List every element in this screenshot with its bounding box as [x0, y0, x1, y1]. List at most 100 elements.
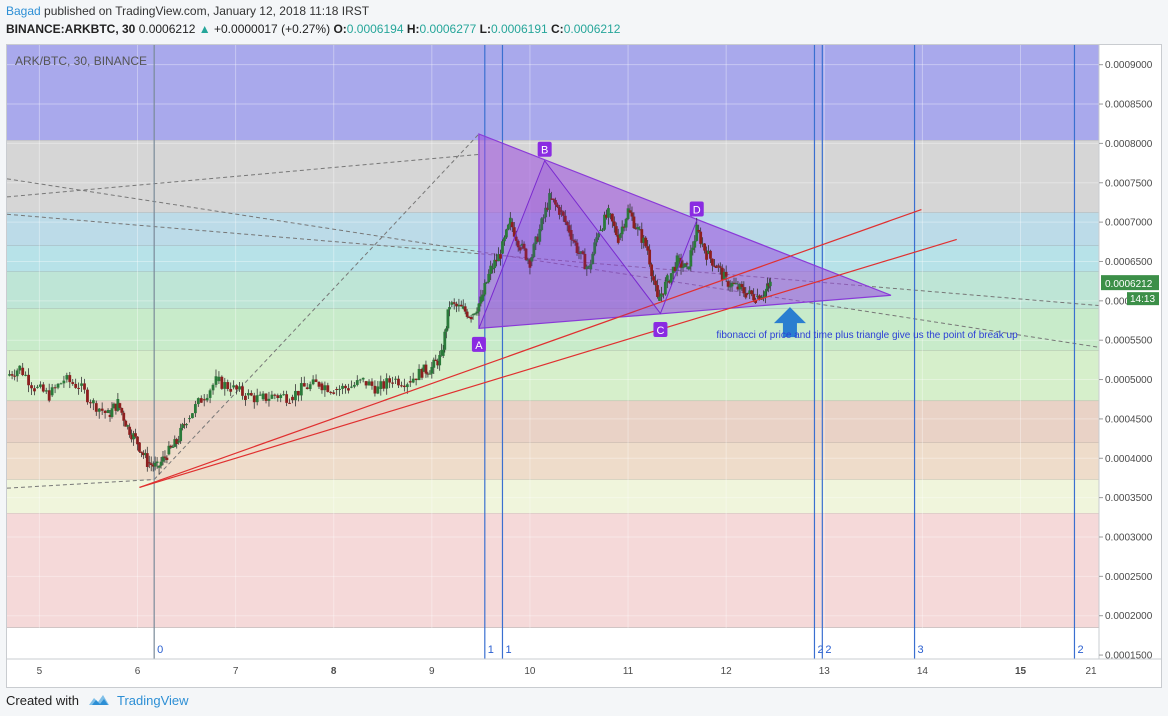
candle-body: [648, 249, 652, 265]
candle-body: [332, 392, 336, 394]
candle-body: [595, 237, 599, 243]
candle-body: [677, 257, 681, 262]
candle-body: [440, 350, 444, 356]
candle-body: [612, 221, 616, 227]
candle-body: [530, 256, 534, 262]
candle-body: [457, 304, 461, 307]
candle-body: [718, 266, 722, 268]
candle-body: [430, 366, 434, 374]
candle-body: [226, 382, 230, 389]
candle-body: [579, 251, 583, 254]
candle-body: [41, 384, 45, 392]
candle-body: [524, 248, 528, 260]
candle-body: [126, 425, 130, 427]
candle-body: [165, 457, 169, 460]
candle-body: [726, 281, 730, 287]
candle-body: [730, 282, 734, 287]
candle-body: [661, 293, 665, 295]
candle-body: [344, 385, 347, 389]
dashed-trend-line: [7, 479, 155, 489]
tradingview-logo-icon: [88, 695, 109, 705]
fib-time-label: 2: [825, 644, 831, 656]
candle-body: [132, 433, 135, 440]
candle-body: [422, 364, 426, 372]
price-tick-label: 0.0002500: [1105, 572, 1153, 583]
fib-zone-10: [7, 513, 1099, 628]
candle-body: [465, 311, 469, 317]
created-with-text: Created with: [6, 692, 79, 708]
candle-body: [74, 383, 78, 388]
candle-body: [305, 387, 309, 390]
candle-body: [370, 381, 374, 386]
candle-body: [599, 229, 602, 231]
candle-body: [211, 384, 215, 391]
candle-body: [685, 263, 689, 265]
time-axis-bg: [7, 659, 1099, 687]
candle-body: [646, 246, 650, 251]
candle-body: [296, 390, 300, 396]
candle-body: [532, 244, 536, 257]
candle-body: [83, 383, 86, 390]
footer: Created with TradingView: [6, 690, 189, 710]
candle-body: [624, 218, 628, 228]
candle-body: [493, 259, 497, 269]
candle-body: [116, 399, 120, 411]
tradingview-link[interactable]: TradingView: [87, 693, 189, 708]
candle-body: [193, 404, 197, 414]
annotation-text: fibonacci of price and time plus triangl…: [716, 330, 1018, 341]
candle-body: [630, 212, 634, 217]
candle-body: [394, 378, 397, 380]
fib-zone-7: [7, 400, 1099, 443]
candle-body: [561, 211, 565, 216]
candle-body: [140, 451, 143, 453]
candle-body: [441, 349, 445, 356]
candle-body: [673, 266, 677, 272]
time-tick-label: 12: [721, 666, 733, 677]
candle-body: [199, 398, 203, 403]
candle-body: [367, 381, 371, 386]
candle-body: [320, 383, 324, 391]
candle-body: [608, 213, 612, 215]
countdown-tag: [1127, 292, 1159, 306]
candle-body: [335, 388, 339, 390]
candle-body: [314, 379, 318, 382]
candle-body: [428, 373, 432, 375]
fib-time-label: 2: [817, 644, 823, 656]
author-link[interactable]: Bagad: [6, 4, 41, 18]
candle-body: [71, 382, 75, 384]
time-tick-label: 21: [1085, 666, 1097, 677]
candle-body: [288, 402, 291, 404]
candle-body: [768, 281, 772, 287]
candle-body: [261, 393, 265, 400]
candle-body: [691, 247, 695, 251]
price-tick-label: 0.0009000: [1105, 60, 1153, 71]
point-label-bg: [689, 201, 704, 217]
candle-body: [317, 381, 321, 387]
candle-body: [27, 374, 30, 386]
high-label: H:: [406, 22, 420, 36]
candle-body: [495, 259, 498, 262]
candle-body: [311, 379, 315, 385]
candle-body: [238, 386, 241, 390]
time-tick-label: 15: [1015, 666, 1027, 677]
candle-body: [709, 250, 712, 259]
candle-body: [143, 453, 147, 456]
candle-body: [255, 395, 259, 403]
fib-zone-0: [7, 45, 1099, 141]
candle-body: [485, 282, 489, 284]
price-tick-label: 0.0008500: [1105, 100, 1153, 111]
time-tick-label: 8: [331, 666, 337, 677]
fib-zone-9: [7, 479, 1099, 514]
candle-body: [364, 381, 368, 386]
fib-zone-6: [7, 350, 1099, 401]
candle-body: [50, 387, 54, 396]
tradingview-brand: TradingView: [116, 692, 189, 708]
candle-body: [424, 364, 428, 374]
point-label-d: D: [693, 205, 701, 217]
candle-body: [481, 294, 485, 301]
candle-body: [693, 240, 697, 248]
candle-body: [223, 382, 227, 389]
candle-body: [601, 229, 604, 231]
